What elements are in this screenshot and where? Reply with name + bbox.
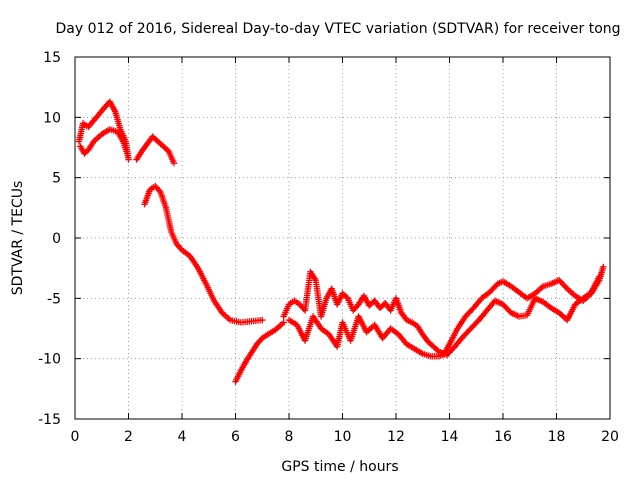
- data-point-evening-upper: [562, 284, 570, 291]
- x-axis-label: GPS time / hours: [281, 459, 398, 475]
- data-point-lower-branch-morning: [123, 150, 131, 157]
- x-tick-label: 4: [178, 429, 187, 445]
- x-tick-label: 18: [548, 429, 566, 445]
- data-point-afternoon-upper: [343, 293, 350, 301]
- data-point-upper-branch-morning: [125, 156, 132, 163]
- x-tick-label: 16: [494, 429, 512, 445]
- y-tick-label: 0: [52, 231, 61, 247]
- y-tick-label: 15: [43, 50, 61, 66]
- y-tick-labels: -15 -10 -5 0 5 10 15: [38, 50, 61, 428]
- y-axis-label: SDTVAR / TECUs: [10, 181, 26, 296]
- x-tick-label: 12: [387, 429, 405, 445]
- y-tick-label: -15: [38, 412, 61, 428]
- x-tick-label: 8: [285, 429, 294, 445]
- data-point-upper-branch-midmorning: [164, 146, 171, 154]
- axis-ticks: [74, 56, 611, 420]
- x-tick-label: 14: [441, 429, 459, 445]
- chart-title: Day 012 of 2016, Sidereal Day-to-day VTE…: [55, 21, 620, 37]
- grid-lines: [75, 57, 610, 419]
- x-tick-label: 6: [231, 429, 240, 445]
- y-tick-label: 5: [52, 171, 61, 187]
- plot-frame: [74, 56, 611, 420]
- y-tick-label: -5: [47, 291, 61, 307]
- x-tick-label: 0: [71, 429, 80, 445]
- x-tick-label: 10: [334, 429, 352, 445]
- data-point-evening-upper: [600, 263, 607, 271]
- data-points: [75, 98, 607, 385]
- x-tick-label: 20: [601, 429, 619, 445]
- x-tick-labels: 0 2 4 6 8 10 12 14 16 18 20: [71, 429, 619, 445]
- data-point-upper-branch-midmorning: [170, 159, 178, 167]
- y-tick-label: -10: [38, 352, 61, 368]
- data-point-descent: [259, 316, 266, 324]
- data-point-evening-lower: [596, 273, 603, 280]
- x-tick-label: 2: [124, 429, 133, 445]
- y-tick-label: 10: [43, 110, 61, 126]
- data-point-lower-rise: [280, 319, 287, 326]
